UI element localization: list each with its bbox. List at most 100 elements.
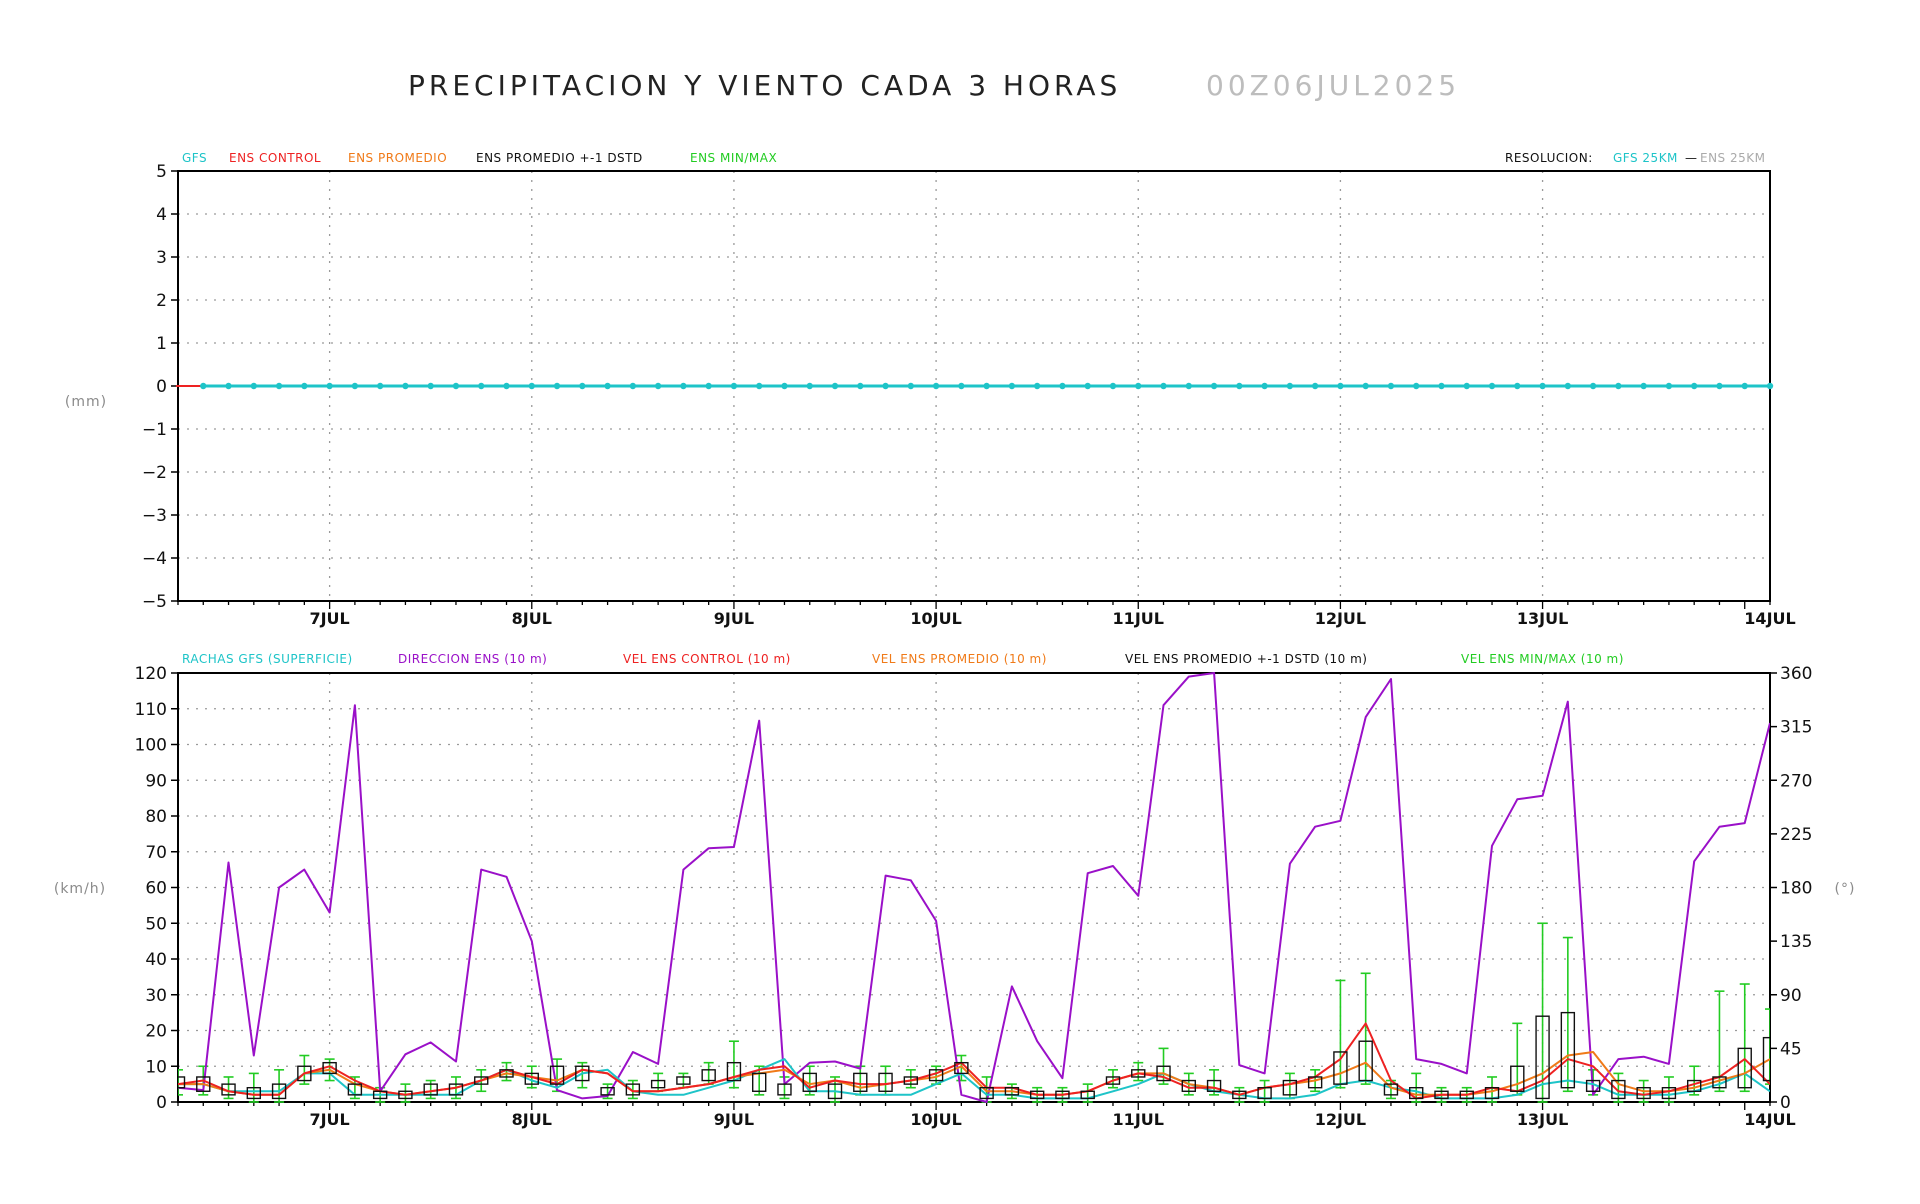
y-tick-label: 20 [145,1022,167,1042]
x-tick-label: 9JUL [714,609,754,628]
y-right-tick-label: 270 [1780,771,1812,791]
gfs-point [857,382,864,390]
rachas-gfs-line [178,1058,1770,1100]
legend-entry: VEL ENS PROMEDIO (10 m) [872,652,1047,666]
gfs-point [1160,382,1167,390]
std-box [701,1069,716,1082]
gfs-point [1261,382,1268,390]
gfs-point [882,382,889,390]
y-right-tick-label: 225 [1780,825,1812,845]
std-box [600,1086,615,1096]
legend-entry: ENS CONTROL [229,151,321,165]
std-box [954,1061,969,1075]
precipitation-panel: 5 4 3 2 1 0 −1 −2 −3 −4 −5 7JUL 8JUL 9JUL 10JUL 11JUL 12… [65,151,1796,628]
resolution-ens: ENS 25KM [1700,151,1765,165]
legend-entry: RACHAS GFS (SUPERFICIE) [182,652,353,666]
gfs-point [1337,382,1344,390]
wind-series [178,672,1770,1103]
resolution-separator: — [1685,151,1698,165]
std-box [178,1076,186,1089]
gfs-point [1185,382,1192,390]
y-tick-label: −3 [142,506,167,526]
y-tick-label: 0 [156,1093,167,1113]
y-tick-label: −4 [142,549,167,569]
gfs-point [301,382,308,390]
std-box [625,1083,641,1096]
x-tick-label: 11JUL [1113,609,1164,628]
x-tick-label: 14JUL [1744,609,1795,628]
gfs-point [376,382,384,390]
gfs-point [781,382,788,390]
x-tick-label: 10JUL [910,609,961,628]
y-right-tick-label: 45 [1780,1039,1802,1059]
x-tick-label: 10JUL [910,1110,961,1129]
std-box [423,1083,438,1096]
std-box [322,1061,337,1075]
y-tick-label: 70 [145,843,167,863]
plot-frame [177,672,1771,1103]
x-tick-label: 13JUL [1517,609,1568,628]
std-box [1080,1090,1095,1100]
y-tick-label: 120 [135,664,167,684]
std-box [1307,1076,1323,1089]
std-box [347,1083,363,1096]
std-box [802,1072,817,1092]
std-box [372,1090,388,1100]
x-tick-label: 8JUL [512,609,552,628]
std-box [524,1072,539,1085]
y-tick-label: 4 [156,205,167,225]
gfs-point [528,382,535,390]
gfs-point [427,382,434,390]
y-axis-label: (km/h) [54,881,106,897]
y-tick-label: 40 [145,950,167,970]
y-tick-label: 30 [145,986,167,1006]
y-right-tick-label: 135 [1780,932,1812,952]
std-box [1611,1079,1626,1100]
y-tick-label: 0 [156,377,167,397]
legend-entry: DIRECCION ENS (10 m) [398,652,547,666]
run-date: 00Z06JUL2025 [1206,69,1460,102]
gfs-point [1615,382,1622,390]
resolution-gfs: GFS 25KM [1613,151,1678,165]
gfs-point [1413,382,1420,390]
gfs-point [326,382,333,390]
gfs-point [579,382,586,390]
std-box [1004,1086,1020,1096]
gfs-point [1488,382,1496,390]
y-right-tick-label: 180 [1780,879,1812,899]
x-tick-label: 12JUL [1315,609,1366,628]
x-tick-label: 12JUL [1315,1110,1366,1129]
std-box [1358,1040,1373,1082]
gfs-point [1362,382,1369,390]
x-tick-label: 7JUL [309,1110,349,1129]
legend-entry: ENS PROMEDIO [348,151,447,165]
y-tick-label: 10 [145,1057,167,1077]
y-tick-label: −2 [142,463,167,483]
std-box [221,1083,236,1096]
gfs-point [1589,382,1597,390]
y-tick-label: 5 [156,162,167,182]
std-box [1510,1065,1525,1092]
x-tick-label: 7JUL [309,609,349,628]
gfs-point [553,382,561,390]
gfs-point [1564,382,1572,390]
gfs-point [1135,382,1142,390]
std-box [1156,1065,1171,1082]
gfs-point [200,382,207,390]
gfs-point [503,382,510,390]
gfs-point [983,382,990,390]
gfs-point [831,382,839,390]
gfs-point [1640,382,1647,390]
gfs-point [1463,382,1470,390]
gfs-point [932,382,940,390]
gfs-point [1665,382,1673,390]
x-tick-label: 14JUL [1744,1110,1795,1129]
std-box [271,1083,287,1100]
std-box [1560,1011,1576,1089]
resolution-label: RESOLUCION: [1505,151,1593,165]
x-tick-label: 13JUL [1517,1110,1568,1129]
std-box [777,1083,792,1096]
gfs-point [756,382,763,390]
